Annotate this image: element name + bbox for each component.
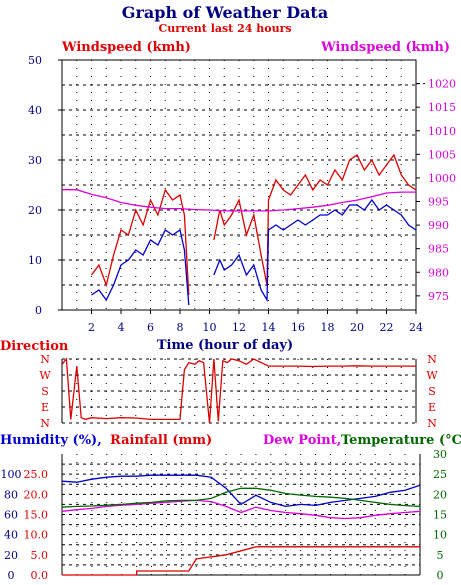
left-tick-label: 30 <box>28 154 42 167</box>
x-tick-label: 12 <box>232 321 246 334</box>
direction-panel: N NW WS SE EN N <box>39 353 438 430</box>
x-tick-label: 14 <box>262 321 276 334</box>
right-tick-label: 990 <box>428 219 449 232</box>
humidity-tick-label: 60 <box>4 509 18 522</box>
wind-series-2 <box>62 189 416 212</box>
direction-tick-left: S <box>41 385 49 398</box>
left-tick-label: 50 <box>28 54 42 67</box>
right-tick-label: 985 <box>428 243 449 256</box>
wind-series-1 <box>91 198 417 306</box>
temperature-label: Temperature (°C) <box>341 433 461 448</box>
humidity-label: Humidity (%), <box>0 433 102 448</box>
left-tick-label: 0 <box>35 304 42 317</box>
humidity-tick-label: 0 <box>8 569 15 582</box>
right-tick-label: 975 <box>428 290 449 303</box>
wind-series-0 <box>90 153 417 296</box>
direction-tick-left: N <box>40 417 50 430</box>
x-tick-label: 16 <box>291 321 305 334</box>
x-tick-label: 22 <box>380 321 394 334</box>
humidity-tick-label: 80 <box>4 488 18 501</box>
rain-tick-label: 20.0 <box>24 488 49 501</box>
direction-tick-left: W <box>39 369 51 382</box>
left-tick-label: 20 <box>28 204 42 217</box>
humidity-tick-label: 20 <box>4 549 18 562</box>
right-tick-label: 1020 <box>428 78 456 91</box>
direction-tick-right: S <box>428 385 436 398</box>
temperature-tick-label: 20 <box>433 488 447 501</box>
direction-series-0 <box>61 357 416 424</box>
wind-panel: 0102030405097598098599099510001005101010… <box>28 54 456 334</box>
humidity-panel-series-3 <box>61 487 421 508</box>
direction-tick-right: W <box>426 369 438 382</box>
x-tick-label: 20 <box>350 321 364 334</box>
x-tick-label: 18 <box>321 321 335 334</box>
temperature-tick-label: 15 <box>433 509 447 522</box>
wind-left-label: Windspeed (kmh) <box>61 40 191 55</box>
left-tick-label: 40 <box>28 104 42 117</box>
wind-right-label: Windspeed (kmh) <box>320 40 450 55</box>
temperature-tick-label: 10 <box>433 529 447 542</box>
direction-tick-left: N <box>40 353 50 366</box>
dewpoint-label: Dew Point, <box>263 433 341 448</box>
right-tick-label: 995 <box>428 196 449 209</box>
humidity-panel-series-1 <box>62 546 420 576</box>
rain-tick-label: 5.0 <box>31 549 49 562</box>
x-tick-label: 24 <box>409 321 423 334</box>
right-tick-label: 1000 <box>428 172 456 185</box>
right-tick-label: 980 <box>428 266 449 279</box>
right-tick-label: 1010 <box>428 125 456 138</box>
right-tick-label: 1015 <box>428 101 456 114</box>
x-tick-label: 10 <box>203 321 217 334</box>
humidity-panel-series-0 <box>61 474 421 508</box>
temperature-tick-label: 5 <box>437 549 444 562</box>
temperature-tick-label: 25 <box>433 468 447 481</box>
x-tick-label: 4 <box>118 321 125 334</box>
rain-tick-label: 0.0 <box>31 569 49 582</box>
left-tick-label: 10 <box>28 254 42 267</box>
rain-tick-label: 25.0 <box>24 468 49 481</box>
right-tick-label: 1005 <box>428 148 456 161</box>
direction-tick-left: E <box>41 401 49 414</box>
x-tick-label: 2 <box>88 321 95 334</box>
chart-title: Graph of Weather Data <box>122 3 328 22</box>
time-axis-label: Time (hour of day) <box>157 338 293 353</box>
humidity-panel-series-2 <box>61 499 421 520</box>
rainfall-label: Rainfall (mm) <box>110 433 212 448</box>
rain-tick-label: 10.0 <box>24 529 49 542</box>
x-tick-label: 8 <box>177 321 184 334</box>
humidity-tick-label: 100 <box>1 468 22 481</box>
temperature-tick-label: 30 <box>433 448 447 461</box>
temperature-tick-label: 0 <box>437 569 444 582</box>
direction-label: Direction <box>0 339 69 354</box>
x-tick-label: 6 <box>147 321 154 334</box>
humidity-tick-label: 40 <box>4 529 18 542</box>
direction-tick-right: N <box>427 417 437 430</box>
rain-tick-label: 15.0 <box>24 509 49 522</box>
humidity-panel: 0 20 40 60 80 100 0.0 5.0 10.0 15.0 20.0 25.0 0 5 10 15… <box>1 448 448 582</box>
direction-tick-right: E <box>428 401 436 414</box>
direction-tick-right: N <box>427 353 437 366</box>
chart-subtitle: Current last 24 hours <box>158 22 291 35</box>
